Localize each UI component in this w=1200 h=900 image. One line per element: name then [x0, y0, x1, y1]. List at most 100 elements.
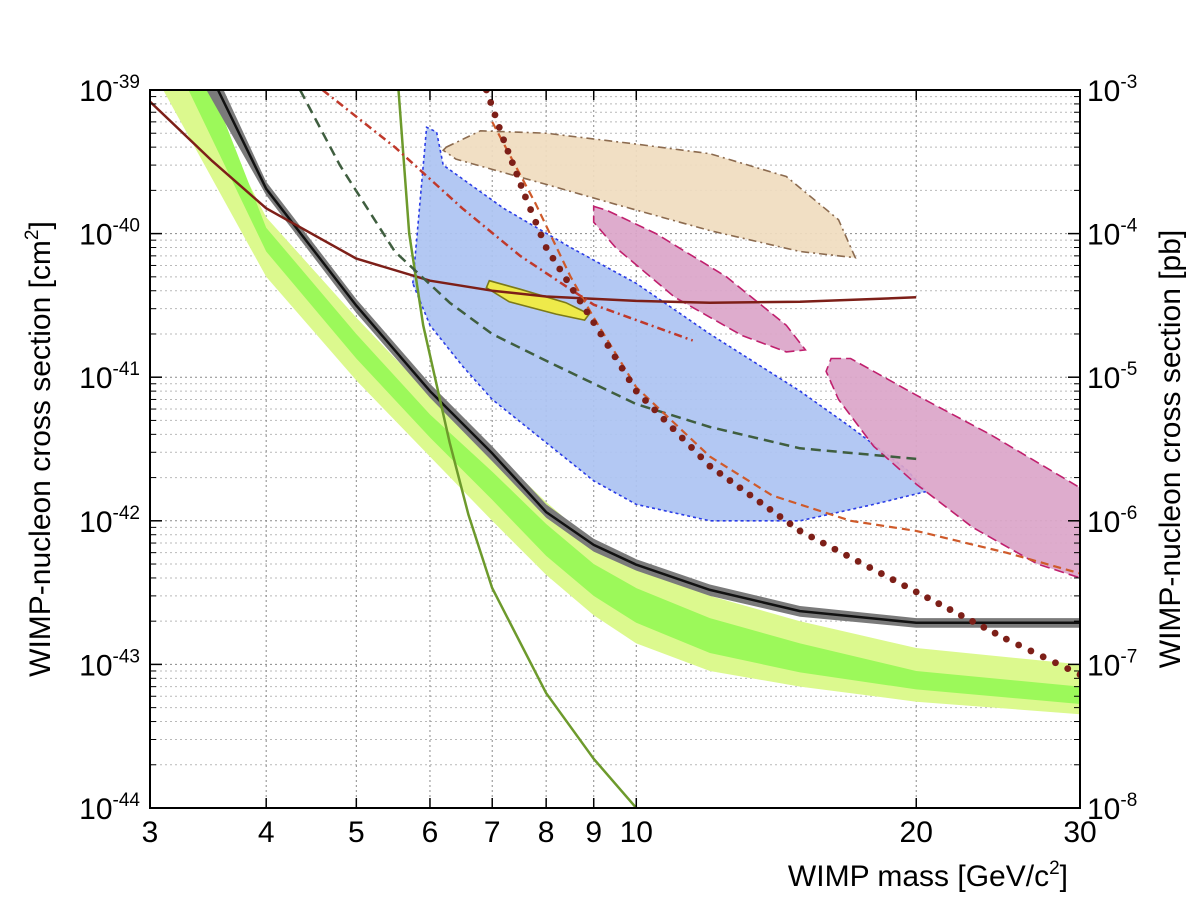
limit-curve-dot [508, 159, 516, 167]
limit-curve-dot [527, 206, 535, 213]
x-tick-label: 20 [900, 816, 933, 849]
x-tick-label: 8 [538, 816, 555, 849]
x-tick-label: 5 [348, 816, 365, 849]
limit-curve-dot [678, 434, 686, 442]
limit-curve-dot [924, 594, 931, 602]
limit-curve-dot [517, 182, 525, 189]
limit-curve-dot [991, 629, 999, 637]
y2-axis-title: WIMP-nucleon cross section [pb] [1154, 230, 1187, 669]
limit-curve-dot [1027, 647, 1035, 655]
limit-curve [216, 90, 1080, 625]
limit-curve-dot [889, 576, 897, 584]
limit-curve-dot [563, 276, 570, 284]
y2-tick-label: 10-8 [1087, 790, 1137, 826]
limit-curve-dot [776, 513, 784, 520]
limit-curve-dot [651, 406, 659, 414]
limit-curves [150, 90, 1080, 808]
signal-regions [411, 126, 1080, 579]
limit-curve-dot [980, 623, 988, 631]
y-tick-label: 10-40 [79, 216, 140, 252]
y2-tick-label: 10-5 [1087, 359, 1137, 395]
limit-curve-dot [756, 498, 764, 506]
limit-curve-dot [532, 218, 540, 226]
x-tick-label: 30 [1063, 816, 1096, 849]
limit-curve [298, 90, 917, 461]
y-tick-label: 10-44 [79, 790, 140, 826]
signal-region-contour [485, 279, 591, 321]
limit-curve-dot [854, 557, 862, 565]
limit-curve-dot [537, 231, 545, 239]
y-tick-label: 10-43 [79, 646, 140, 682]
limit-curve-dot [642, 397, 649, 404]
limit-curve [491, 121, 1080, 575]
limit-curve-dot [688, 444, 695, 451]
limit-curve-dot [1064, 665, 1072, 673]
limit-curve-dot [1002, 635, 1010, 643]
x-tick-label: 4 [258, 816, 275, 849]
limit-curve-dot [819, 539, 827, 547]
limit-curve-dot [583, 308, 591, 316]
limit-curve-dot [831, 545, 839, 553]
limit-curve-dot [513, 170, 521, 178]
limit-curve-dot [969, 617, 976, 625]
y2-tick-label: 10-7 [1087, 646, 1137, 682]
limit-curve-dot [935, 600, 943, 608]
limit-curve-dot [669, 425, 677, 433]
x-tick-label: 9 [585, 816, 602, 849]
axis-ticks: 3 4 5 6 7 8 9 10 20 30 10-39 10-40 10-41 10-42 10-43 10… [79, 72, 1138, 849]
limit-curve-dot [549, 254, 557, 262]
limit-curve-dot [542, 244, 550, 251]
plot-frame [149, 89, 1081, 809]
limit-curve-dot [808, 533, 816, 541]
limit-curve-dot [604, 342, 612, 349]
limit-curve-dot [1052, 659, 1059, 667]
y2-tick-label: 10-6 [1087, 503, 1137, 539]
limit-curve-dot [500, 136, 507, 144]
limit-curve-dot [877, 570, 885, 577]
limit-curve-dot [1015, 641, 1023, 649]
limit-curve-dot [597, 330, 605, 338]
limit-curve-dot [736, 484, 744, 492]
limit-curve-dot [495, 123, 503, 131]
limit-curve [321, 90, 694, 342]
y-tick-label: 10-41 [79, 359, 140, 395]
x-axis-title: WIMP mass [GeV/c2] [788, 858, 1068, 893]
y2-tick-label: 10-3 [1087, 72, 1137, 108]
x-tick-label: 6 [422, 816, 439, 849]
x-tick-label: 3 [142, 816, 159, 849]
limit-curve-dot [901, 582, 909, 590]
x-tick-label: 10 [620, 816, 653, 849]
limit-curve-dot [957, 612, 965, 619]
limit-curve-dot [912, 588, 920, 596]
y-tick-label: 10-39 [79, 72, 140, 108]
limit-curve-dot [660, 415, 668, 423]
limit-curve-dot [1039, 653, 1047, 661]
y2-tick-label: 10-4 [1087, 216, 1138, 252]
limit-curve-dot [866, 564, 874, 571]
limit-curve-dot [632, 387, 640, 395]
limit-curve-dot [746, 491, 754, 499]
limit-curve-dot [611, 353, 619, 361]
limit-curve-dot [716, 469, 724, 477]
limit-curve-dot [576, 297, 584, 305]
limit-curve-dot [843, 551, 850, 559]
limit-curve-dot [786, 520, 794, 528]
limit-curve-dot [569, 287, 577, 294]
limit-curve-dot [618, 364, 626, 372]
sensitivity-bands [163, 90, 1080, 715]
limit-curve-dot [946, 606, 954, 613]
x-tick-label: 7 [484, 816, 501, 849]
signal-region-contour [592, 205, 807, 353]
y-tick-label: 10-42 [79, 503, 140, 539]
limit-curve-dot [556, 265, 564, 273]
limit-curve-dot [522, 193, 529, 201]
limit-curve-dot [590, 319, 598, 327]
signal-region-contour [825, 357, 1080, 579]
limit-curve-dot [766, 505, 774, 513]
limit-curve-dot [625, 376, 633, 384]
limit-curve [150, 100, 917, 304]
limit-curve-dot [706, 462, 714, 470]
limit-curve [397, 90, 638, 808]
signal-region-contour [441, 129, 857, 259]
